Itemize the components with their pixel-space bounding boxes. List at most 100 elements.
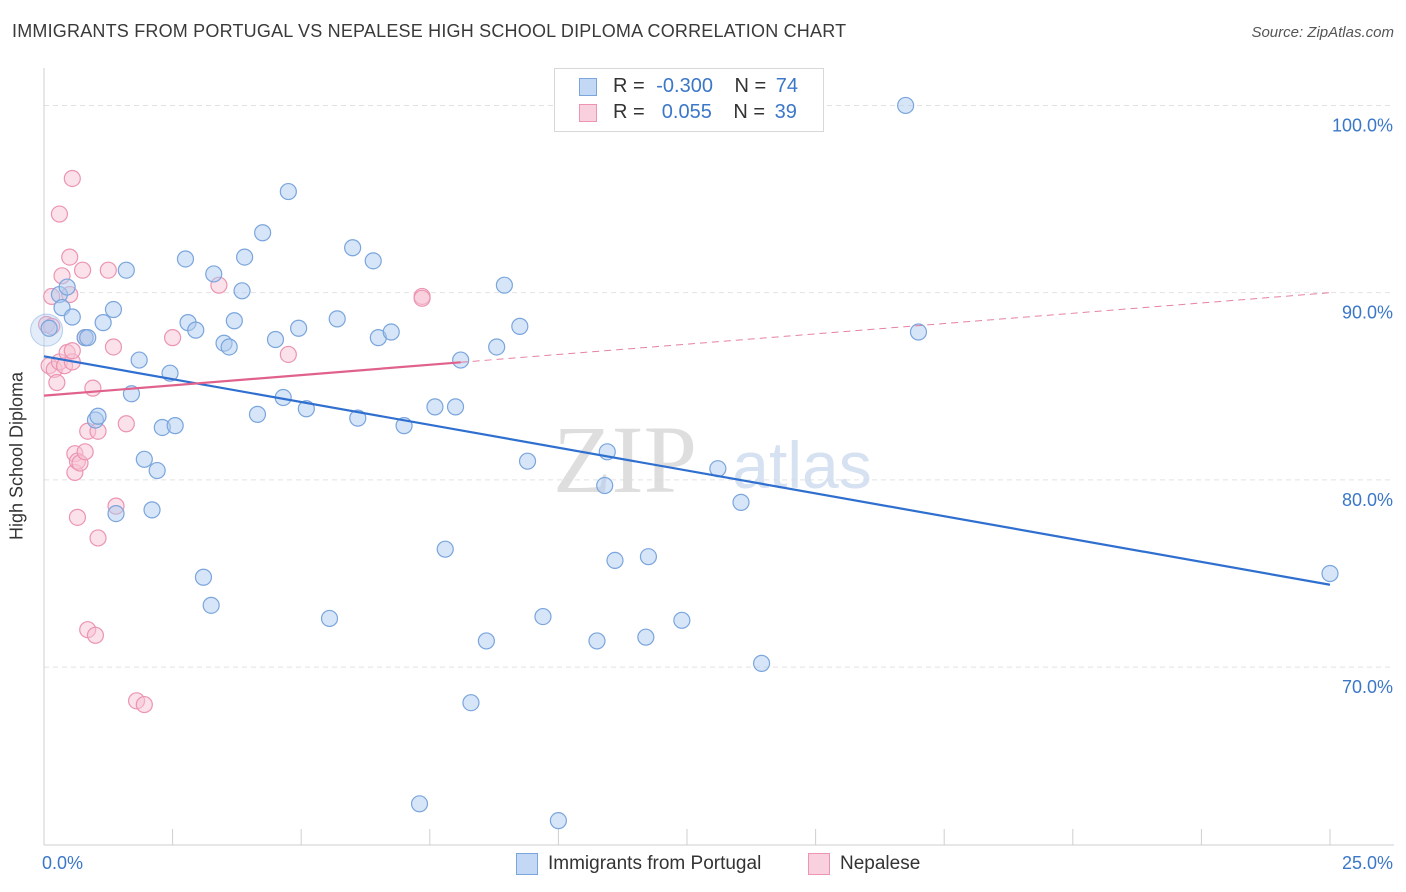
scatter-point-portugal [426, 398, 444, 416]
scatter-point-portugal [477, 632, 495, 650]
scatter-point-portugal [248, 405, 267, 423]
trend-line-nepalese-extension [460, 292, 1331, 363]
scatter-point-nepalese [86, 626, 105, 644]
chart-title: IMMIGRANTS FROM PORTUGAL VS NEPALESE HIG… [12, 21, 847, 41]
scatter-point-portugal [511, 317, 529, 335]
watermark: ZIP atlas [553, 406, 872, 513]
nepalese-points [37, 169, 431, 714]
scatter-point-portugal [364, 252, 382, 270]
scatter-point-portugal [588, 632, 606, 650]
y-tick-label: 100.0% [1332, 115, 1393, 135]
scatter-point-nepalese [48, 373, 66, 392]
legend-label-portugal: Immigrants from Portugal [548, 853, 762, 874]
scatter-point-portugal [328, 310, 346, 328]
scatter-point-nepalese [117, 415, 135, 433]
scatter-point-nepalese [135, 695, 153, 714]
scatter-point-portugal [58, 278, 76, 296]
scatter-point-nepalese [164, 329, 182, 347]
scatter-point-portugal [639, 548, 658, 566]
scatter-point-nepalese [50, 205, 69, 223]
scatter-point-portugal [143, 501, 161, 519]
scatter-point-portugal [344, 239, 362, 257]
scatter-point-portugal [117, 261, 135, 279]
legend-r-value: -0.300 [656, 75, 713, 97]
scatter-point-portugal [202, 596, 220, 614]
trend-line-nepalese [43, 361, 461, 397]
scatter-point-portugal [236, 248, 254, 266]
scatter-point-portugal [534, 607, 552, 626]
scatter-point-portugal [446, 398, 465, 416]
scatter-point-portugal [1321, 564, 1339, 583]
scatter-point-portugal [606, 551, 624, 570]
correlation-legend: R = -0.300 N = 74 R = 0.055 N = 39 [554, 68, 824, 132]
scatter-point-nepalese [61, 248, 79, 266]
scatter-point-portugal [549, 812, 568, 830]
legend-n-label: N = [734, 75, 767, 97]
scatter-point-nepalese [279, 345, 297, 364]
scatter-point-nepalese [68, 508, 87, 526]
scatter-point-nepalese [63, 169, 81, 188]
legend-n-label: N = [733, 101, 766, 123]
legend-swatch-portugal [579, 78, 597, 96]
scatter-point-portugal [205, 265, 223, 283]
scatter-point-portugal [89, 407, 107, 425]
scatter-point-portugal [290, 319, 308, 337]
scatter-point-portugal [279, 182, 297, 201]
tick-labels: 70.0% 80.0% 90.0% 100.0% 0.0% 25.0% [42, 115, 1393, 873]
scatter-point-portugal [488, 338, 506, 356]
scatter-point-portugal [225, 312, 243, 330]
source-credit: Source: ZipAtlas.com [1251, 24, 1394, 41]
scatter-point-portugal [130, 351, 148, 369]
scatter-point-nepalese [63, 342, 81, 360]
legend-swatch-portugal [516, 853, 538, 875]
axes [43, 68, 1394, 846]
scatter-point-portugal [382, 323, 400, 341]
scatter-point-portugal [637, 628, 655, 646]
scatter-point-portugal [79, 329, 97, 347]
legend-swatch-nepalese [808, 853, 830, 875]
legend-r-label: R = [613, 101, 645, 123]
trend-line-portugal [43, 355, 1331, 586]
scatter-point-portugal [596, 476, 614, 495]
y-tick-label: 90.0% [1342, 303, 1393, 323]
scatter-point-portugal [220, 338, 238, 356]
legend-swatch-nepalese [579, 104, 597, 122]
scatter-point-portugal [673, 611, 691, 629]
scatter-point-portugal [266, 330, 285, 349]
y-tick-label: 70.0% [1342, 677, 1393, 697]
legend-n-value: 39 [774, 101, 797, 123]
scatter-point-portugal [410, 795, 429, 813]
scatter-point-nepalese [413, 289, 431, 307]
trend-lines [43, 292, 1331, 586]
scatter-point-nepalese [104, 338, 123, 356]
scatter-point-portugal [104, 300, 123, 319]
scatter-point-portugal [194, 568, 213, 586]
scatter-point-portugal [462, 694, 480, 712]
scatter-point-portugal [897, 96, 915, 115]
y-tick-label: 80.0% [1342, 490, 1393, 510]
scatter-point-portugal [107, 505, 125, 523]
scatter-point-portugal [187, 321, 205, 339]
scatter-point-portugal [436, 540, 454, 558]
scatter-point-portugal [320, 609, 339, 628]
scatter-point-portugal [166, 417, 184, 435]
scatter-point-portugal [176, 250, 195, 268]
scatter-point-portugal [452, 351, 470, 369]
legend-label-nepalese: Nepalese [840, 853, 921, 874]
scatter-point-nepalese [73, 261, 92, 279]
gridlines [44, 104, 1394, 668]
scatter-point-portugal [233, 282, 251, 300]
scatter-point-portugal [94, 314, 112, 332]
scatter-point-portugal [495, 276, 513, 294]
legend-r-value: 0.055 [656, 101, 712, 123]
scatter-point-nepalese [76, 443, 94, 461]
scatter-point-portugal [518, 452, 537, 470]
scatter-point-nepalese [84, 379, 102, 397]
scatter-point-portugal [148, 461, 166, 480]
scatter-point-portugal [349, 409, 367, 427]
watermark-atlas: atlas [732, 428, 871, 502]
legend-n-value: 74 [775, 75, 799, 97]
scatter-point-portugal [63, 308, 81, 326]
scatter-point-portugal [732, 493, 750, 511]
